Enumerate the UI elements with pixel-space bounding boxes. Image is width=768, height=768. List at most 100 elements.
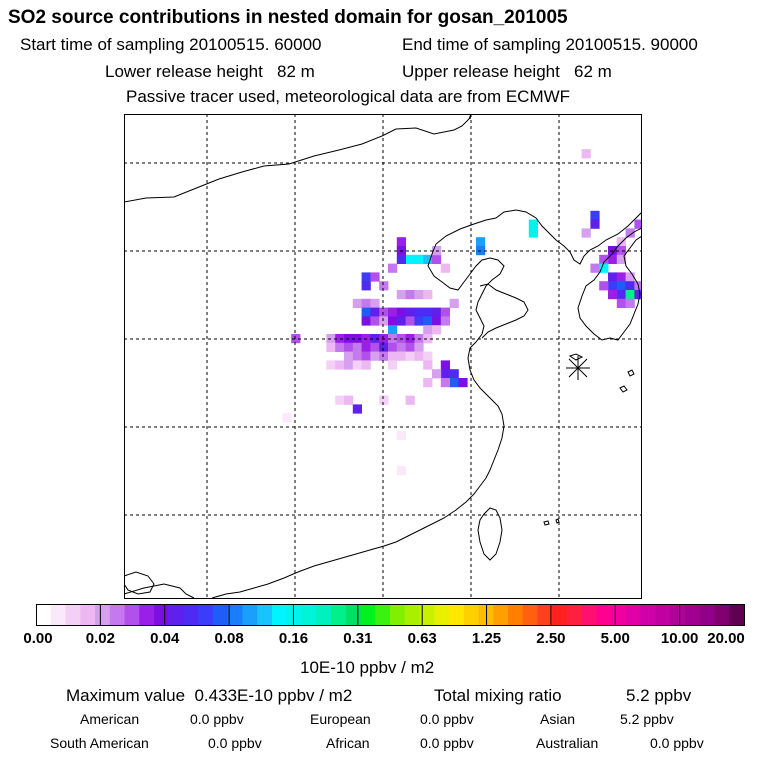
colorbar-cell — [390, 604, 406, 626]
colorbar-tick-label: 0.02 — [85, 630, 115, 647]
colorbar-cell — [508, 604, 524, 626]
concentration-cell — [449, 369, 459, 379]
concentration-cell — [423, 316, 433, 326]
concentration-cell — [423, 254, 433, 264]
colorbar-cell — [670, 604, 686, 626]
concentration-cell — [396, 342, 406, 352]
colorbar-cell — [552, 604, 568, 626]
concentration-cell — [344, 342, 354, 352]
colorbar-tick-label: 20.00 — [707, 630, 745, 647]
colorbar-tick-label: 0.31 — [343, 630, 373, 647]
colorbar-cell — [36, 604, 52, 626]
concentration-cell — [352, 360, 362, 370]
colorbar-tick-label: 0.04 — [150, 630, 180, 647]
receptor-marker — [566, 356, 590, 380]
concentration-cell — [405, 342, 415, 352]
colorbar-tick-label: 0.08 — [214, 630, 244, 647]
colorbar-cell — [360, 604, 376, 626]
coastline-shandong — [479, 283, 529, 339]
concentration-cell — [291, 334, 301, 344]
concentration-cell — [414, 342, 424, 352]
colorbar-cell — [522, 604, 539, 626]
region-name-australian: Australian — [536, 735, 599, 751]
concentration-cell — [476, 237, 486, 247]
region-name-south-american: South American — [50, 735, 149, 751]
end-time-label: End time of sampling 20100515. 90000 — [402, 35, 698, 54]
region-value-african: 0.0 ppbv — [420, 735, 474, 751]
concentration-cell — [440, 369, 450, 379]
concentration-cell — [361, 351, 371, 361]
concentration-cell — [370, 351, 380, 361]
lower-release-label: Lower release height 82 m — [105, 62, 315, 81]
colorbar-cell — [567, 604, 583, 626]
colorbar-cell — [463, 604, 480, 626]
concentration-cell — [396, 237, 406, 247]
concentration-cell — [326, 360, 336, 370]
colorbar-cell — [611, 604, 627, 626]
concentration-cell — [625, 290, 635, 300]
colorbar-cell — [139, 604, 155, 626]
region-name-african: African — [326, 735, 370, 751]
concentration-cell — [440, 263, 450, 273]
concentration-cell — [335, 360, 345, 370]
colorbar-cell — [301, 604, 317, 626]
concentration-cell — [599, 263, 609, 273]
concentration-cell — [388, 307, 398, 317]
concentration-cell — [396, 307, 406, 317]
concentration-cell — [423, 334, 433, 344]
concentration-cell — [423, 307, 433, 317]
colorbar-cell — [729, 604, 745, 626]
concentration-cell — [414, 316, 424, 326]
concentration-cell — [388, 342, 398, 352]
concentration-cell — [405, 334, 415, 344]
total-mixing-ratio-value: 5.2 ppbv — [626, 686, 692, 705]
concentration-cell — [590, 210, 600, 220]
concentration-cell — [335, 334, 345, 344]
concentration-cell — [361, 281, 371, 291]
concentration-cell — [388, 263, 398, 273]
concentration-cell — [432, 307, 442, 317]
concentration-cell — [581, 149, 591, 159]
coastline-korea-peninsula — [577, 227, 642, 341]
region-name-asian: Asian — [540, 711, 576, 727]
region-value-australian: 0.0 ppbv — [650, 735, 704, 751]
japan-islands-1 — [619, 385, 628, 393]
concentration-cell — [423, 351, 433, 361]
concentration-cell — [616, 272, 626, 282]
concentration-cell — [352, 351, 362, 361]
concentration-cell — [370, 342, 380, 352]
concentration-cell — [581, 228, 591, 238]
colorbar-cell — [109, 604, 126, 626]
coastline-north — [124, 114, 472, 203]
concentration-cell — [352, 298, 362, 308]
concentration-cell — [326, 342, 336, 352]
total-mixing-ratio-label: Total mixing ratio — [434, 686, 562, 705]
jeju-island — [568, 353, 584, 361]
concentration-cell — [396, 351, 406, 361]
concentration-cell — [379, 342, 389, 352]
concentration-cell — [440, 316, 450, 326]
concentration-cell — [616, 281, 626, 291]
concentration-cell — [634, 290, 642, 300]
concentration-cell — [616, 246, 626, 256]
colorbar-cell — [198, 604, 214, 626]
colorbar-cell — [124, 604, 140, 626]
concentration-cell — [388, 360, 398, 370]
concentration-cell — [405, 395, 415, 405]
concentration-cell — [423, 290, 433, 300]
concentration-cell — [432, 254, 442, 264]
colorbar-tick-label: 0.63 — [407, 630, 437, 647]
concentration-cell — [414, 290, 424, 300]
colorbar-cell — [213, 604, 229, 626]
colorbar-cell — [699, 604, 716, 626]
colorbar-cell — [714, 604, 730, 626]
colorbar-cell — [227, 604, 244, 626]
concentration-cell — [396, 290, 406, 300]
colorbar-cell — [596, 604, 612, 626]
concentration-cell — [432, 325, 442, 335]
concentration-cell — [423, 325, 433, 335]
concentration-cell — [616, 237, 626, 247]
concentration-cell — [405, 316, 415, 326]
concentration-cell — [414, 254, 424, 264]
concentration-cell — [625, 228, 635, 238]
